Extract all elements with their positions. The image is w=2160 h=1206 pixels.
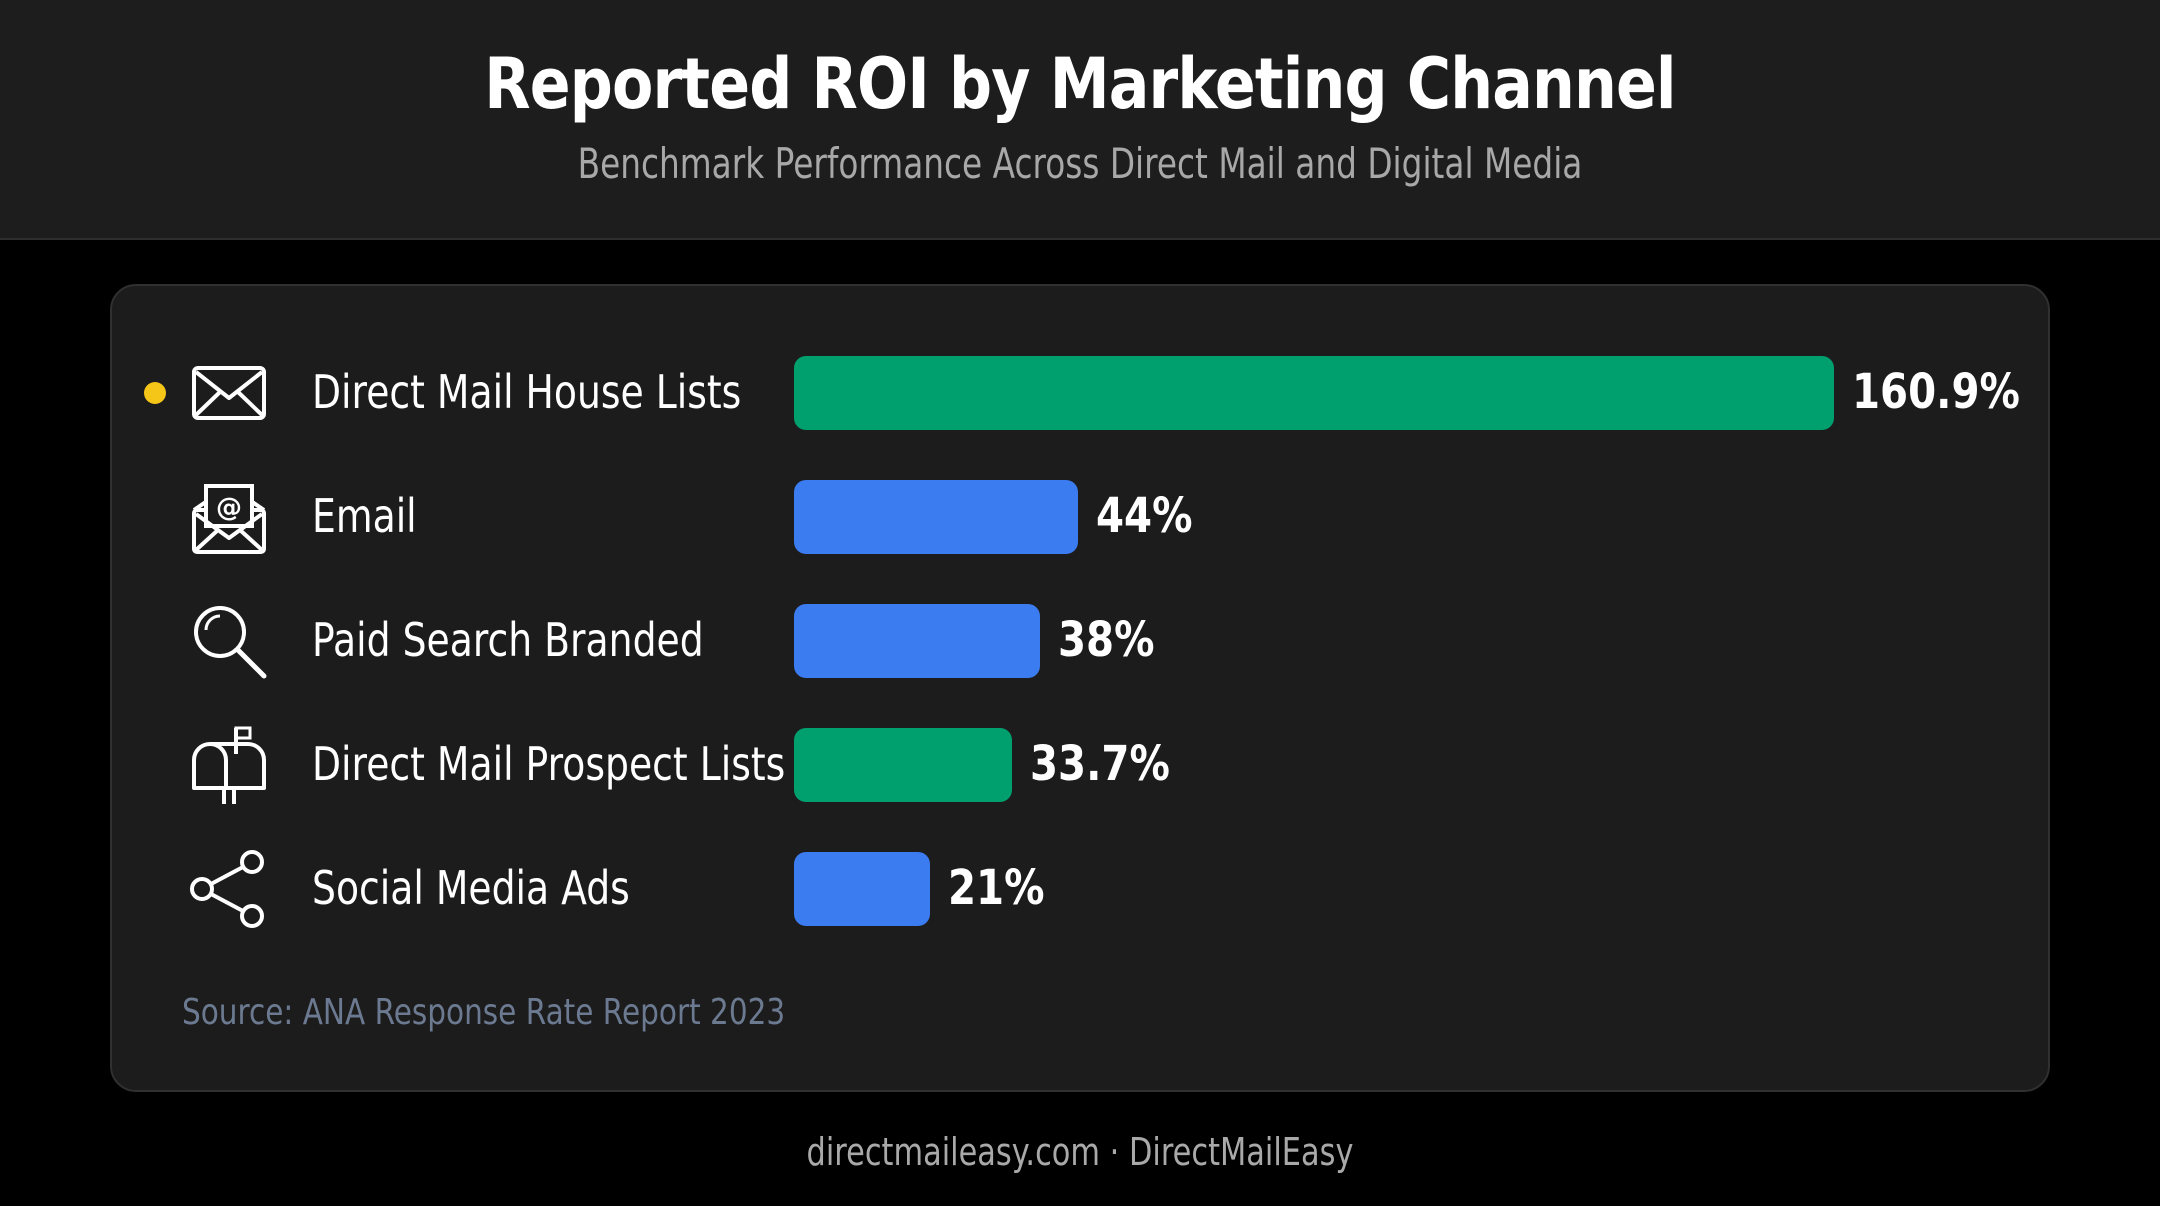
email-at-icon: @	[188, 476, 270, 558]
svg-text:@: @	[216, 493, 242, 523]
category-label: Social Media Ads	[312, 861, 630, 915]
bar-row: Direct Mail Prospect Lists 33.7%	[112, 714, 2052, 814]
search-icon	[188, 600, 270, 682]
header: Reported ROI by Marketing Channel Benchm…	[0, 0, 2160, 240]
value-label: 38%	[1057, 612, 1155, 668]
category-label: Email	[312, 489, 417, 543]
bar-row: Direct Mail House Lists 160.9%	[112, 342, 2052, 442]
footer-credit: directmaileasy.com · DirectMailEasy	[806, 1130, 1354, 1174]
bar	[794, 480, 1079, 554]
envelope-icon	[188, 352, 270, 434]
bar	[794, 356, 1834, 430]
bar-row: Social Media Ads 21%	[112, 838, 2052, 938]
bar-row: @ Email 44%	[112, 466, 2052, 566]
bar	[794, 728, 1012, 802]
category-label: Paid Search Branded	[312, 613, 704, 667]
share-icon	[188, 848, 270, 930]
value-label: 33.7%	[1029, 736, 1170, 792]
category-label: Direct Mail House Lists	[312, 365, 742, 419]
value-label: 21%	[947, 860, 1045, 916]
source-note: Source: ANA Response Rate Report 2023	[182, 992, 786, 1033]
bar-row: Paid Search Branded 38%	[112, 590, 2052, 690]
chart-subtitle: Benchmark Performance Across Direct Mail…	[577, 139, 1583, 188]
bar	[794, 604, 1040, 678]
chart-card: Direct Mail House Lists 160.9% @ Email 44% Pa…	[110, 284, 2050, 1092]
bar	[794, 852, 930, 926]
mailbox-icon	[188, 724, 270, 806]
chart-title: Reported ROI by Marketing Channel	[484, 43, 1676, 125]
highlight-dot	[144, 382, 166, 404]
value-label: 44%	[1096, 488, 1193, 544]
value-label: 160.9%	[1852, 364, 2020, 420]
category-label: Direct Mail Prospect Lists	[312, 737, 786, 791]
